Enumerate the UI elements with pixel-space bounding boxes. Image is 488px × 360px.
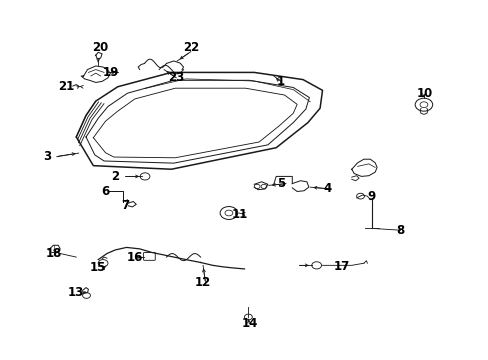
Text: 17: 17 (333, 260, 349, 273)
Text: 19: 19 (102, 66, 119, 79)
Text: 8: 8 (396, 224, 404, 237)
Text: 6: 6 (101, 185, 109, 198)
Text: 5: 5 (276, 177, 285, 190)
Text: 4: 4 (323, 183, 331, 195)
Text: 1: 1 (276, 75, 285, 88)
Text: 16: 16 (126, 251, 142, 264)
Text: 14: 14 (241, 317, 257, 330)
Text: 23: 23 (168, 71, 184, 84)
Text: 3: 3 (43, 150, 51, 163)
Text: 13: 13 (68, 287, 84, 300)
Text: 21: 21 (58, 80, 75, 93)
Text: 9: 9 (366, 190, 375, 203)
Text: 18: 18 (46, 247, 62, 260)
Text: 12: 12 (195, 276, 211, 289)
Text: 15: 15 (90, 261, 106, 274)
Text: 11: 11 (231, 208, 247, 221)
Text: 7: 7 (121, 199, 129, 212)
Text: 10: 10 (416, 87, 432, 100)
Text: 22: 22 (183, 41, 199, 54)
Text: 2: 2 (111, 170, 119, 183)
Text: 20: 20 (92, 41, 108, 54)
